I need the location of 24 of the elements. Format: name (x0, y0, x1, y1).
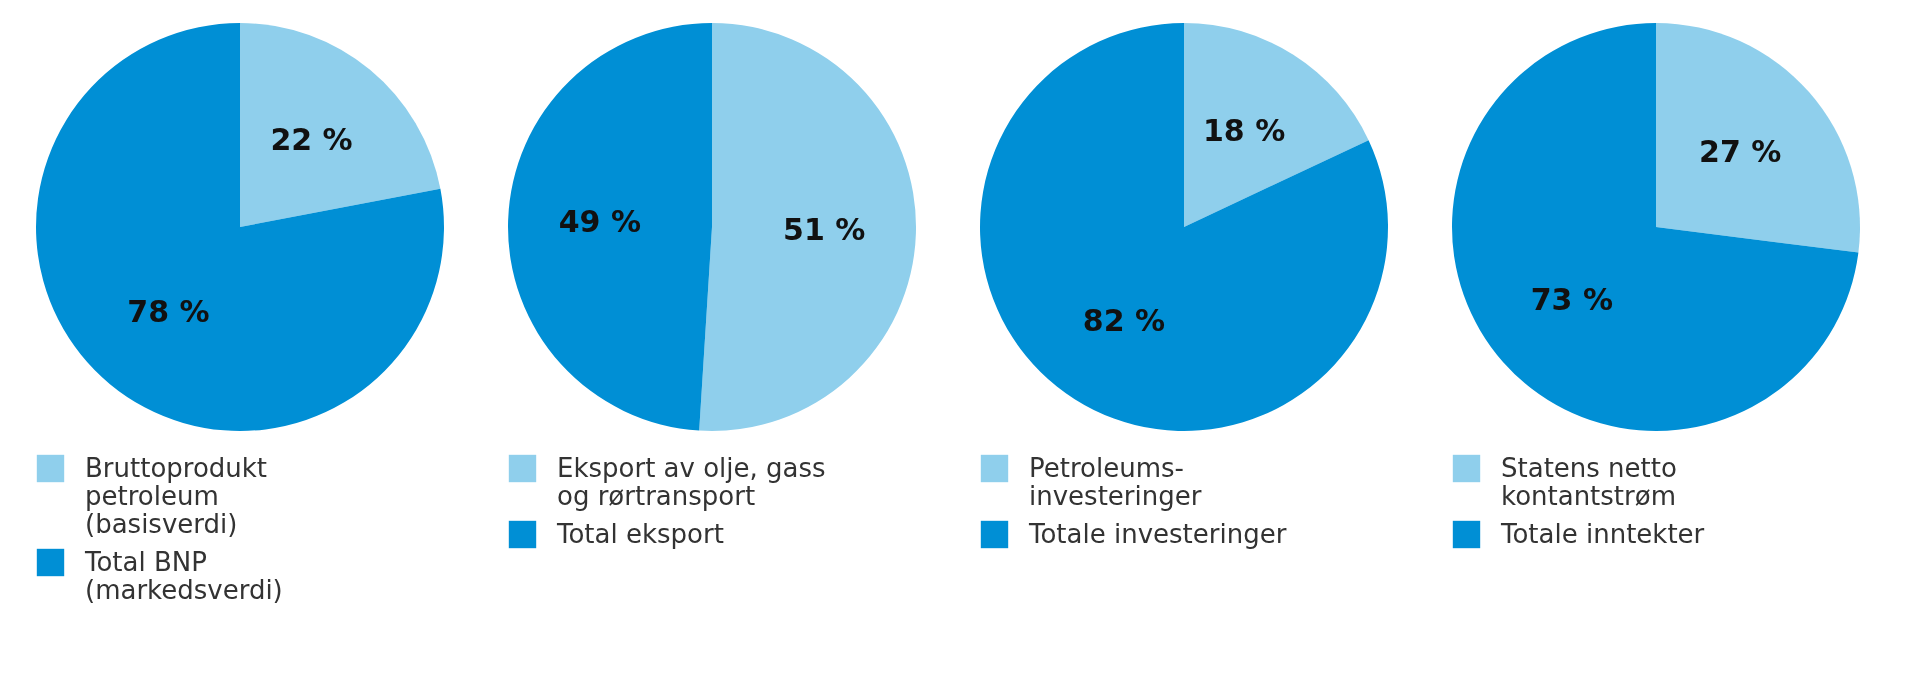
pie-slice (699, 23, 916, 431)
data-label: 78 % (127, 294, 210, 330)
legend-label: Totale inntekter (1500, 518, 1705, 549)
legend-label: Total BNP (markedsverdi) (84, 546, 283, 605)
pie-slice (508, 23, 712, 431)
pie-slice (1184, 23, 1369, 227)
data-label: 27 % (1699, 133, 1782, 169)
data-label: 51 % (783, 211, 866, 247)
pie-slice (1656, 23, 1860, 253)
pie-slice (1452, 23, 1859, 431)
data-label: 73 % (1530, 282, 1613, 318)
data-label: 82 % (1082, 302, 1166, 338)
pie-slice (980, 23, 1388, 431)
legend-label: Total eksport (556, 518, 724, 549)
legend-label: Totale investeringer (1028, 518, 1287, 549)
data-label: 22 % (270, 121, 353, 157)
legend-label: Statens netto kontantstrøm (1501, 452, 1677, 511)
legend-label: Bruttoprodukt petroleum (basisverdi) (85, 452, 268, 539)
data-label: 49 % (558, 204, 641, 240)
pie-slice (36, 23, 444, 431)
legend-label: Eksport av olje, gass og rørtransport (557, 452, 826, 511)
pie-slice (240, 23, 441, 227)
data-label: 18 % (1202, 113, 1286, 149)
legend-label: Petroleums-investeringer (1029, 452, 1202, 511)
